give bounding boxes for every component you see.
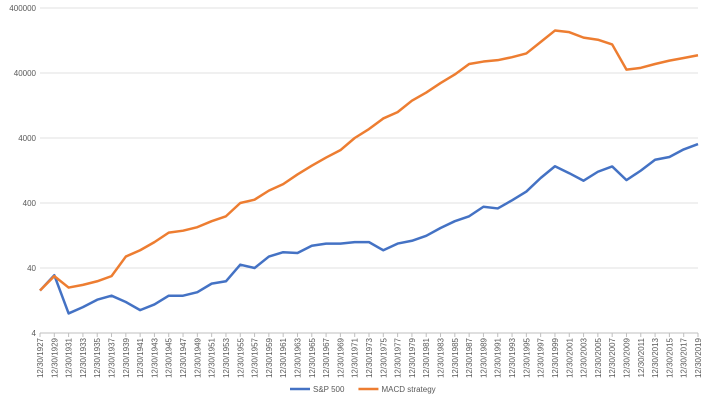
x-tick-label: 12/30/1939 [122,337,131,378]
x-tick-label: 12/30/1965 [308,337,317,378]
y-tick-label: 40 [27,264,36,273]
x-tick-label: 12/30/1981 [422,337,431,378]
x-tick-label: 12/30/1963 [293,337,302,378]
x-tick-label: 12/30/1955 [236,337,245,378]
x-tick-label: 12/30/1941 [136,337,145,378]
y-tick-label: 4000 [18,134,36,143]
x-tick-label: 12/30/2007 [608,337,617,378]
x-tick-label: 12/30/1935 [93,337,102,378]
x-tick-label: 12/30/1991 [494,337,503,378]
x-tick-label: 12/30/1967 [322,337,331,378]
x-tick-label: 12/30/1951 [208,337,217,378]
x-tick-label: 12/30/2005 [594,337,603,378]
x-tick-label: 12/30/1953 [222,337,231,378]
x-tick-label: 12/30/1929 [50,337,59,378]
x-tick-label: 12/30/2015 [665,337,674,378]
x-tick-label: 12/30/1979 [408,337,417,378]
x-tick-label: 12/30/2013 [651,337,660,378]
x-tick-label: 12/30/1997 [537,337,546,378]
x-tick-label: 12/30/1933 [79,337,88,378]
x-tick-label: 12/30/1975 [379,337,388,378]
x-tick-label: 12/30/1971 [351,337,360,378]
x-tick-label: 12/30/1943 [150,337,159,378]
x-tick-label: 12/30/1931 [65,337,74,378]
x-tick-label: 12/30/1937 [108,337,117,378]
x-tick-label: 12/30/1957 [251,337,260,378]
x-tick-label: 12/30/1949 [193,337,202,378]
x-tick-label: 12/30/2009 [622,337,631,378]
x-tick-label: 12/30/1989 [479,337,488,378]
legend-label: MACD strategy [381,385,435,394]
y-tick-label: 40000 [14,69,37,78]
x-tick-label: 12/30/1959 [265,337,274,378]
x-tick-label: 12/30/1995 [522,337,531,378]
x-tick-label: 12/30/1985 [451,337,460,378]
legend-label: S&P 500 [313,385,345,394]
x-tick-label: 12/30/2017 [680,337,689,378]
x-tick-label: 12/30/1947 [179,337,188,378]
x-tick-label: 12/30/1993 [508,337,517,378]
x-tick-label: 12/30/1977 [394,337,403,378]
x-tick-label: 12/30/2001 [565,337,574,378]
y-tick-label: 400000 [9,4,36,13]
x-tick-label: 12/30/1983 [437,337,446,378]
y-tick-label: 400 [23,199,37,208]
x-tick-label: 12/30/2003 [580,337,589,378]
series-line [39,142,699,315]
x-tick-label: 12/30/2011 [637,337,646,377]
x-tick-label: 12/30/1973 [365,337,374,378]
x-tick-label: 12/30/1961 [279,337,288,378]
series-line [39,29,699,292]
y-tick-label: 4 [32,329,37,338]
x-tick-label: 12/30/2019 [694,337,703,378]
x-tick-label: 12/30/1999 [551,337,560,378]
x-tick-label: 12/30/1987 [465,337,474,378]
x-tick-label: 12/30/1969 [336,337,345,378]
x-tick-label: 12/30/1927 [36,337,45,378]
x-tick-label: 12/30/1945 [165,337,174,378]
